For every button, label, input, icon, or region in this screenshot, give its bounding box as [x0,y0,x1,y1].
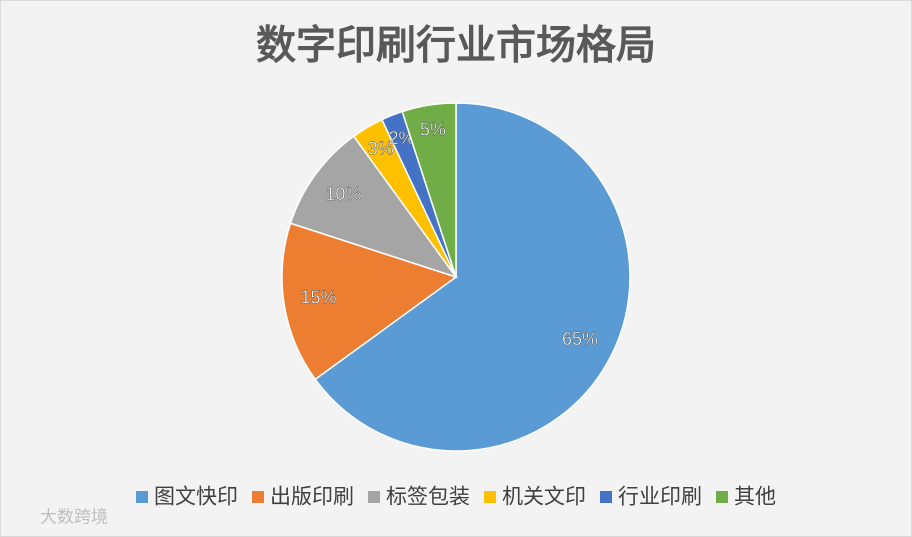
legend-label: 图文快印 [154,486,238,509]
legend-swatch [600,491,612,503]
data-label: 65% [562,329,598,349]
legend-label: 出版印刷 [270,486,354,509]
chart-title: 数字印刷行业市场格局 [256,24,656,68]
legend-swatch [716,491,728,503]
pie-slice [281,222,458,381]
legend-label: 标签包装 [386,486,470,509]
legend-swatch [484,491,496,503]
data-label: 5% [420,120,446,140]
data-label: 3% [368,138,394,158]
pie-slice [401,102,457,278]
legend-label: 机关文印 [502,486,586,509]
legend-label: 行业印刷 [618,486,702,509]
data-label: 2% [389,128,415,148]
watermark: 大数跨境 [40,507,108,526]
pie-slice [314,102,631,452]
data-label: 15% [300,288,336,308]
pie-slice [289,135,458,279]
legend-swatch [136,491,148,503]
legend-label: 其他 [734,486,776,509]
legend-swatch [368,491,380,503]
legend-swatch [252,491,264,503]
data-label: 10% [325,184,361,204]
